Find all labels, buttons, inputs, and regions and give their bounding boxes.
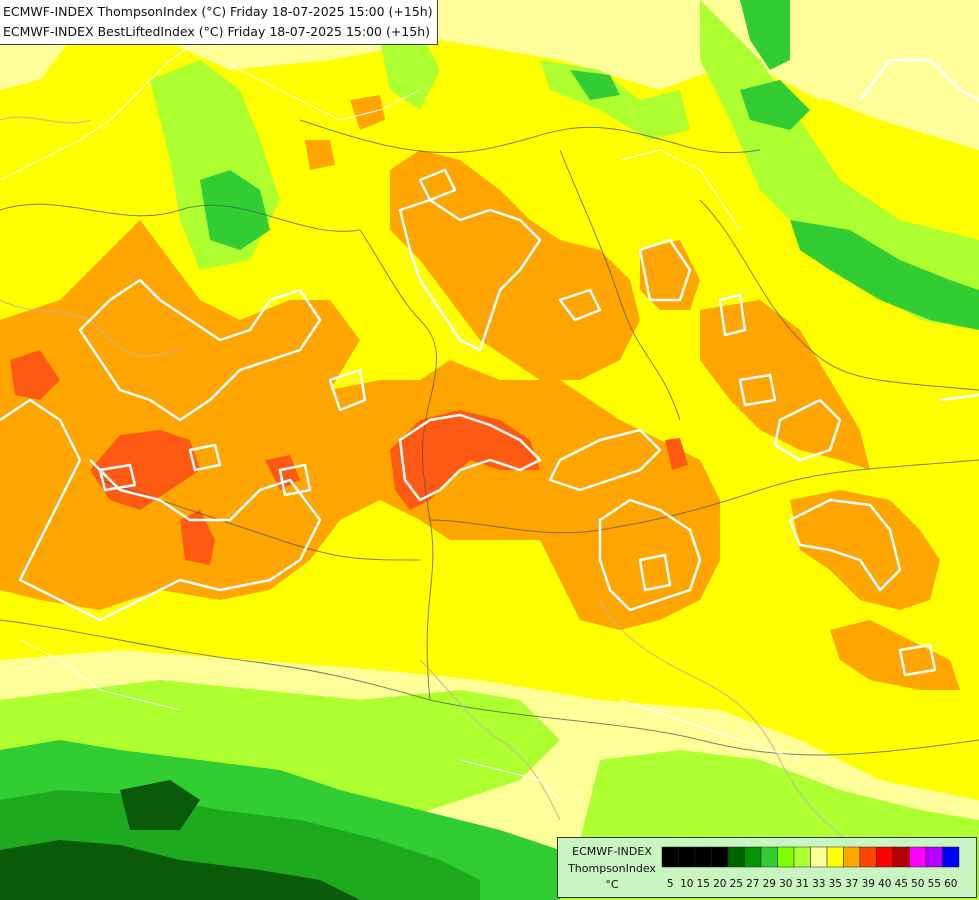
- legend-color-scale: 5 10 15 20 25 27 29 30 31 33 35 37 39 40 45 50 55 60: [661, 846, 960, 890]
- legend-swatch: [777, 846, 795, 868]
- legend-tick-label: 27: [746, 878, 759, 890]
- field-lime-north-mid: [380, 30, 440, 110]
- title-line-thompson: ECMWF-INDEX ThompsonIndex (°C) Friday 18…: [3, 4, 433, 19]
- legend-swatch: [859, 846, 877, 868]
- legend-title: ECMWF-INDEX: [572, 845, 652, 858]
- legend-swatch: [694, 846, 712, 868]
- field-green-dark-south: [0, 840, 360, 900]
- coastlines: [0, 116, 861, 851]
- field-lime-northeast: [700, 0, 979, 330]
- title-box: ECMWF-INDEX ThompsonIndex (°C) Friday 18…: [0, 0, 438, 45]
- legend-tick-label: 5: [667, 878, 674, 890]
- legend-subtitle: ThompsonIndex: [568, 862, 656, 875]
- field-orange-northeast: [640, 240, 700, 310]
- field-orange-west: [0, 220, 720, 630]
- legend-swatch: [678, 846, 696, 868]
- legend-swatch: [909, 846, 927, 868]
- field-green-top-right: [740, 0, 790, 70]
- field-red-orange-center: [390, 410, 540, 510]
- legend-swatch: [661, 846, 679, 868]
- legend-tick-label: 37: [845, 878, 858, 890]
- field-orange-small-north-2: [305, 140, 335, 170]
- legend-swatch: [727, 846, 745, 868]
- legend-tick-label: 40: [878, 878, 891, 890]
- legend-tick-label: 50: [911, 878, 924, 890]
- field-green-northwest: [200, 170, 270, 250]
- legend-tick-label: 25: [730, 878, 743, 890]
- legend-swatch: [925, 846, 943, 868]
- field-green-dark-south-2: [120, 780, 200, 830]
- field-red-orange-west-2: [180, 510, 215, 565]
- field-green-northeast: [790, 220, 979, 330]
- legend-tick-label: 20: [713, 878, 726, 890]
- legend-tick-label: 10: [680, 878, 693, 890]
- field-orange-north-center: [390, 150, 640, 380]
- legend-swatch: [810, 846, 828, 868]
- legend-tick-label: 60: [944, 878, 957, 890]
- legend-swatch: [760, 846, 778, 868]
- field-orange-far-east: [790, 490, 940, 610]
- field-red-orange-east: [665, 438, 688, 470]
- field-red-orange-far-west: [10, 350, 60, 400]
- field-green-top-right-2: [740, 80, 810, 130]
- legend-swatch: [826, 846, 844, 868]
- contour-lines: [0, 58, 979, 677]
- contour-lines-thin: [0, 39, 801, 801]
- legend-swatch: [843, 846, 861, 868]
- field-orange-east: [700, 300, 870, 470]
- field-orange-small-north: [350, 95, 385, 130]
- field-red-orange-west: [90, 430, 200, 510]
- legend-swatch: [942, 846, 960, 868]
- legend-swatch: [876, 846, 894, 868]
- legend-tick-label: 55: [928, 878, 941, 890]
- legend-swatch: [793, 846, 811, 868]
- legend: ECMWF-INDEX ThompsonIndex °C 5 10 15 20 25 27…: [557, 837, 977, 898]
- legend-tick-label: 45: [895, 878, 908, 890]
- legend-swatch: [744, 846, 762, 868]
- legend-tick-label: 39: [862, 878, 875, 890]
- legend-swatch: [711, 846, 729, 868]
- country-borders: [0, 119, 979, 756]
- legend-tick-label: 30: [779, 878, 792, 890]
- legend-tick-label: 15: [697, 878, 710, 890]
- legend-tick-label: 33: [812, 878, 825, 890]
- legend-tick-label: 31: [796, 878, 809, 890]
- legend-tick-label: 29: [763, 878, 776, 890]
- legend-swatch: [892, 846, 910, 868]
- legend-unit: °C: [605, 878, 619, 891]
- field-green-north-small: [570, 70, 620, 100]
- title-line-bestlifted: ECMWF-INDEX BestLiftedIndex (°C) Friday …: [3, 24, 431, 39]
- legend-tick-label: 35: [829, 878, 842, 890]
